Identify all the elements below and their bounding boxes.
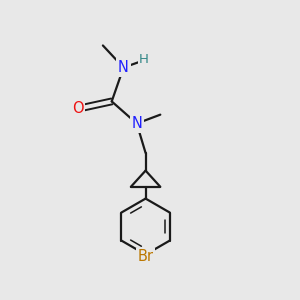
Text: Br: Br bbox=[138, 249, 154, 264]
Text: N: N bbox=[131, 116, 142, 131]
Text: H: H bbox=[139, 53, 149, 66]
Text: N: N bbox=[118, 60, 129, 75]
Text: O: O bbox=[72, 101, 84, 116]
